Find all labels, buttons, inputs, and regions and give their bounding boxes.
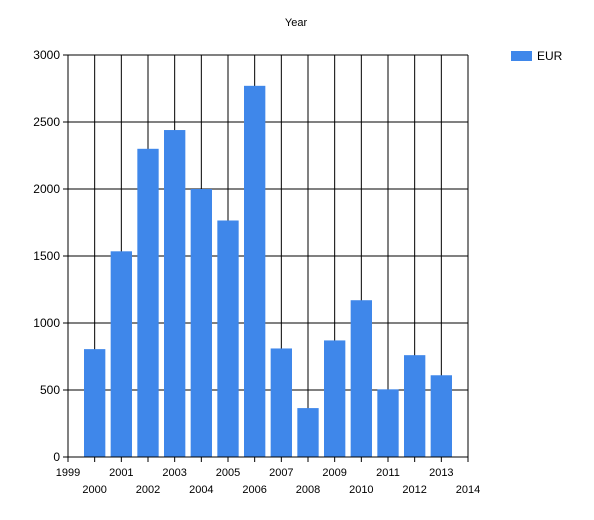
y-axis-ticks: 0 500 1000 1500 2000 2500 3000 bbox=[33, 48, 68, 464]
x-tick-label: 2014 bbox=[456, 484, 480, 496]
bar-2006 bbox=[244, 85, 266, 457]
chart-title: Year bbox=[285, 17, 308, 29]
x-axis-ticks: 1999200020012002200320042005200620072008… bbox=[56, 457, 480, 496]
bar-2008 bbox=[297, 408, 319, 457]
x-tick-label: 1999 bbox=[56, 467, 80, 479]
x-tick-label: 2007 bbox=[269, 467, 293, 479]
bar-2007 bbox=[270, 348, 292, 457]
y-tick-label: 2500 bbox=[33, 115, 60, 129]
y-tick-label: 3000 bbox=[33, 48, 60, 62]
x-tick-label: 2009 bbox=[322, 467, 346, 479]
legend-swatch-eur bbox=[511, 51, 532, 61]
x-tick-label: 2008 bbox=[296, 484, 320, 496]
bar-2001 bbox=[110, 251, 132, 457]
bar-2012 bbox=[404, 355, 426, 457]
bar-2003 bbox=[164, 130, 186, 458]
legend-label-eur: EUR bbox=[537, 49, 563, 63]
x-tick-label: 2000 bbox=[82, 484, 106, 496]
bar-2000 bbox=[84, 349, 106, 457]
x-tick-label: 2004 bbox=[189, 484, 213, 496]
y-tick-label: 500 bbox=[40, 383, 60, 397]
y-tick-label: 1000 bbox=[33, 316, 60, 330]
x-tick-label: 2001 bbox=[109, 467, 133, 479]
bars bbox=[84, 85, 452, 458]
bar-2009 bbox=[324, 340, 346, 457]
y-tick-label: 1500 bbox=[33, 249, 60, 263]
legend: EUR bbox=[511, 49, 563, 63]
bar-2011 bbox=[377, 389, 399, 457]
x-tick-label: 2003 bbox=[162, 467, 186, 479]
x-tick-label: 2013 bbox=[429, 467, 453, 479]
x-tick-label: 2005 bbox=[216, 467, 240, 479]
y-tick-label: 2000 bbox=[33, 182, 60, 196]
bar-2002 bbox=[137, 148, 159, 458]
bar-2005 bbox=[217, 220, 239, 457]
x-tick-label: 2006 bbox=[242, 484, 266, 496]
x-tick-label: 2002 bbox=[136, 484, 160, 496]
x-tick-label: 2010 bbox=[349, 484, 373, 496]
x-tick-label: 2012 bbox=[402, 484, 426, 496]
x-tick-label: 2011 bbox=[376, 467, 400, 479]
bar-2004 bbox=[190, 189, 212, 457]
y-tick-label: 0 bbox=[53, 450, 60, 464]
bar-2013 bbox=[430, 375, 452, 457]
bar-2010 bbox=[350, 300, 372, 457]
